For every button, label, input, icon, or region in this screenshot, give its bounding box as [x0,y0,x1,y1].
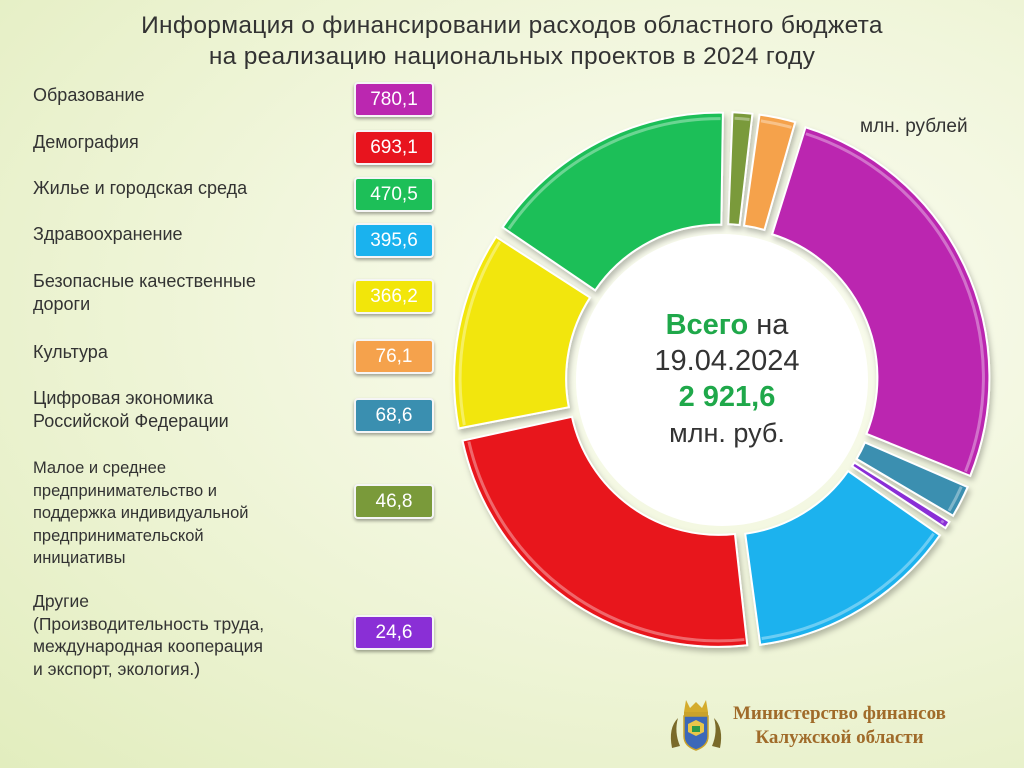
donut-slice [501,111,724,292]
legend-label-line: Малое и среднее [33,459,166,477]
donut-slice-highlight [760,119,792,129]
donut-slice-highlight [805,132,985,473]
donut-slice-highlight [458,241,502,426]
legend-item: Здравоохранение [33,223,183,246]
legend-item: Безопасные качественные дороги [33,270,256,316]
legend-label-line: (Производительность труда, [33,613,265,634]
donut-slice-highlight [947,486,963,512]
legend-item: Малое и среднее предпринимательство и подд… [33,457,249,570]
legend-item: Демография [33,131,139,154]
total-unit: млн. руб. [669,418,785,448]
donut-slice [855,441,969,518]
legend-value-badge: 780,1 [354,82,434,117]
donut-hole [576,234,868,526]
legend-label-line: Жилье и городская среда [33,178,248,198]
legend-label-line: Здравоохранение [33,224,183,244]
legend-label-line: инициативы [33,549,126,567]
legend-value-badge: 366,2 [354,279,434,314]
donut-slice-highlight [467,441,745,643]
donut-slice-highlight [507,117,721,230]
legend-item: Цифровая экономика Российской Федерации [33,387,229,433]
ministry-line-1: Министерство финансов [733,703,946,724]
legend-item: Жилье и городская среда [33,177,247,200]
donut-slice-highlight [734,116,750,121]
legend-label-line: дороги [33,294,91,314]
ministry-name: Министерство финансов Калужской области [733,702,946,750]
donut-center-summary: Всего на 19.04.2024 2 921,6 млн. руб. [627,307,827,451]
legend-label-line: и экспорт, экология.) [33,658,201,679]
donut-slice [727,111,754,227]
legend-label-line: Безопасные качественные [33,271,256,291]
coat-of-arms-icon [670,700,722,751]
page-title: Информация о финансировании расходов обл… [0,10,1024,72]
legend-value-badge: 68,6 [354,398,434,433]
donut-slice [461,415,749,648]
donut-slice [744,469,942,646]
total-value: 2 921,6 [678,381,776,413]
legend-label-line: Культура [33,342,108,362]
legend-value-badge: 470,5 [354,177,434,212]
legend-label-line: предпринимательской [33,526,204,545]
legend-label-line: Образование [33,85,145,105]
legend-value-badge: 24,6 [354,615,434,650]
legend-label-line: Российской Федерации [33,411,229,431]
total-word: Всего [665,309,749,341]
legend-label-line: международная кооперация [33,636,263,656]
donut-slice [453,235,592,430]
legend-value-badge: 76,1 [354,339,434,374]
ministry-line-2: Калужской области [755,727,924,748]
title-line-1: Информация о финансировании расходов обл… [141,12,883,39]
legend-label-line: поддержка индивидуальной [33,504,249,522]
legend-label-line: Цифровая экономика [33,388,214,408]
donut-slice [850,461,951,530]
legend-label-line: Демография [33,132,139,152]
donut-slice [742,113,797,232]
legend-label-line: предпринимательство и [33,481,217,500]
on-word: на [756,309,789,341]
legend-item: Культура [33,341,108,364]
title-line-2: на реализацию национальных проектов в 20… [208,43,816,70]
total-date: 19.04.2024 [654,345,800,377]
donut-slice [770,126,991,478]
donut-slice-highlight [940,519,945,524]
legend-item: Другие (Производительность труда, междунар… [33,590,264,680]
legend-label-line: Другие [33,591,90,611]
donut-slice-highlight [761,532,935,640]
legend-value-badge: 693,1 [354,130,434,165]
legend-value-badge: 395,6 [354,223,434,258]
legend-value-badge: 46,8 [354,484,434,519]
legend-item: Образование [33,84,145,107]
units-label: млн. рублей [860,116,968,137]
